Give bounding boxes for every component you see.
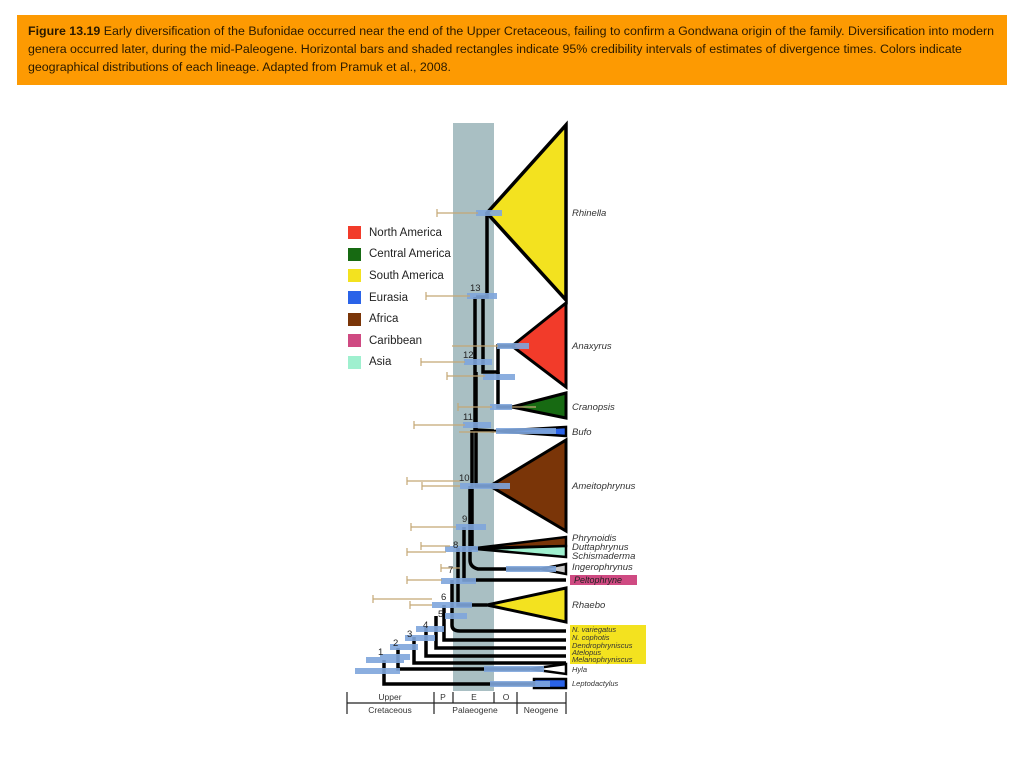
legend-item-north-america: North America [348, 222, 451, 244]
clade-hyla [529, 662, 568, 676]
node-label: 3 [407, 629, 412, 640]
swatch-icon [348, 334, 361, 348]
node-label: 13 [470, 283, 481, 294]
node-label: 6 [441, 592, 446, 603]
node-label: 10 [459, 473, 470, 484]
node-label: 8 [453, 540, 458, 551]
taxon-dendrophryniscus: Dendrophryniscus [572, 641, 633, 650]
taxon-peltophryne: Peltophryne [574, 575, 622, 585]
figure-label: Figure 13.19 [28, 24, 101, 38]
figure-caption: Figure 13.19 Early diversification of th… [17, 15, 1007, 85]
node-label: 2 [393, 638, 398, 649]
taxon-n-cophotis: N. cophotis [572, 633, 610, 642]
swatch-icon [348, 226, 361, 240]
taxon-bufo: Bufo [572, 427, 592, 438]
epoch-paleocene: P [440, 692, 446, 702]
legend-item-eurasia: Eurasia [348, 287, 451, 309]
swatch-icon [348, 247, 361, 261]
taxon-duttaphrynus: Duttaphrynus [572, 542, 629, 553]
taxon-melanophryniscus: Melanophryniscus [572, 655, 633, 664]
clade-rhaebo [486, 586, 568, 624]
peltophryne-highlight [570, 575, 637, 585]
taxon-n-variegatus: N. variegatus [572, 625, 616, 634]
clade-ameitophrynus [487, 437, 568, 534]
period-cretaceous: Cretaceous [368, 705, 411, 715]
period-palaeogene: Palaeogene [452, 705, 498, 715]
clade-duttaphrynus [475, 544, 568, 559]
epoch-eocene: E [471, 692, 477, 702]
taxon-phrynoidis: Phrynoidis [572, 533, 617, 544]
clade-cranopsis [511, 391, 568, 420]
timescale-axis [346, 692, 567, 714]
swatch-icon [348, 291, 361, 305]
caption-text: Early diversification of the Bufonidae o… [28, 24, 995, 74]
taxon-anaxyrus: Anaxyrus [571, 341, 612, 352]
swatch-icon [348, 269, 361, 283]
taxon-ingerophrynus: Ingerophrynus [572, 562, 633, 573]
taxon-rhaebo: Rhaebo [572, 600, 605, 611]
period-neogene: Neogene [524, 705, 559, 715]
legend-item-caribbean: Caribbean [348, 330, 451, 352]
taxon-cranopsis: Cranopsis [572, 402, 615, 413]
clade-anaxyrus [509, 299, 568, 391]
legend-item-asia: Asia [348, 352, 451, 374]
epoch-oligocene: O [503, 692, 510, 702]
taxon-ameitophrynus: Ameitophrynus [571, 481, 636, 492]
node-label: 4 [423, 620, 428, 631]
clade-rhinella [484, 120, 568, 305]
legend-item-south-america: South America [348, 265, 451, 287]
taxon-schismaderma: Schismaderma [572, 551, 635, 562]
node-label: 9 [462, 514, 467, 525]
geography-legend: North America Central America South Amer… [348, 222, 451, 373]
taxon-leptodactylus: Leptodactylus [572, 679, 619, 688]
taxon-atelopus: Atelopus [571, 648, 601, 657]
node-label: 1 [378, 647, 383, 658]
epoch-upper: Upper [378, 692, 401, 702]
node-label: 12 [463, 350, 474, 361]
node-label: 5 [438, 609, 443, 620]
swatch-icon [348, 355, 361, 369]
legend-item-africa: Africa [348, 308, 451, 330]
south-america-highlight [570, 625, 646, 664]
swatch-icon [348, 312, 361, 326]
legend-item-central-america: Central America [348, 244, 451, 266]
node-label: 7 [448, 565, 453, 576]
taxon-hyla: Hyla [572, 665, 587, 674]
node-label: 11 [463, 412, 473, 423]
taxon-rhinella: Rhinella [572, 208, 606, 219]
